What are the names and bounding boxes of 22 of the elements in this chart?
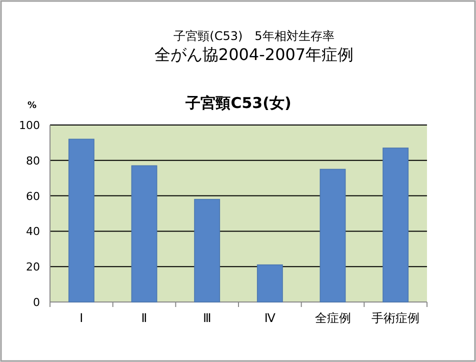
bar bbox=[194, 198, 220, 302]
x-tick-label: Ⅲ bbox=[202, 311, 212, 325]
bar bbox=[382, 148, 409, 302]
y-axis-title: % bbox=[27, 101, 37, 111]
chart-title: 子宮頸C53(女) bbox=[184, 94, 292, 112]
y-tick-label: 0 bbox=[33, 296, 40, 309]
x-tick-label: Ⅳ bbox=[264, 311, 276, 325]
bar bbox=[68, 138, 94, 302]
text: 全がん協2004-2007年症例 bbox=[154, 45, 354, 64]
bar bbox=[131, 165, 158, 302]
x-tick-label: 全症例 bbox=[314, 311, 351, 325]
text: 子宮頸(C53) 5年相対生存率 bbox=[174, 29, 334, 43]
x-tick-label: 手術症例 bbox=[372, 311, 420, 325]
y-tick-label: 100 bbox=[19, 119, 40, 132]
y-tick-label: 60 bbox=[26, 190, 40, 203]
y-tick-label: 40 bbox=[26, 225, 40, 238]
x-tick-label: Ⅱ bbox=[141, 311, 148, 325]
bar bbox=[256, 264, 283, 302]
bar bbox=[320, 168, 346, 302]
x-tick-label: Ⅰ bbox=[80, 311, 84, 325]
y-tick-label: 80 bbox=[26, 154, 40, 168]
y-tick-label: 20 bbox=[26, 260, 40, 274]
